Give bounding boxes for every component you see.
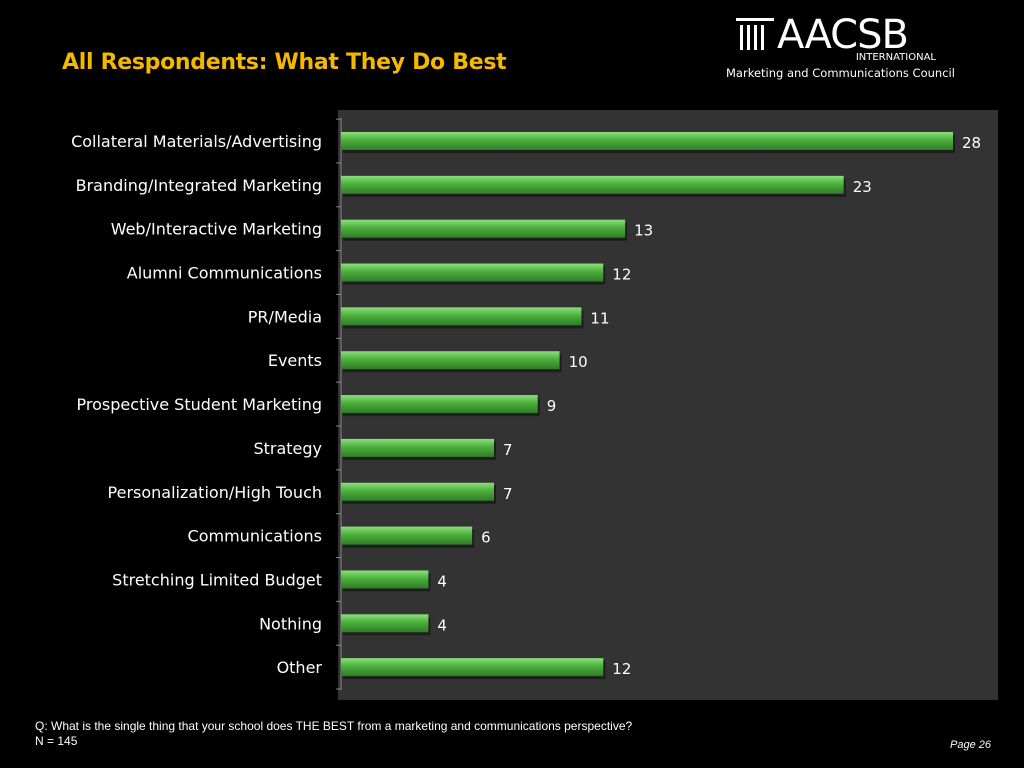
value-label: 12 [612, 660, 631, 678]
logo-council: Marketing and Communications Council [726, 66, 955, 80]
category-label: Personalization/High Touch [108, 483, 322, 502]
value-label: 7 [503, 485, 513, 503]
bar [341, 438, 494, 457]
value-label: 6 [481, 529, 491, 547]
page-title: All Respondents: What They Do Best [62, 50, 507, 75]
bar [341, 658, 604, 677]
question-text: Q: What is the single thing that your sc… [35, 719, 633, 733]
bar [341, 482, 494, 501]
value-label: 9 [547, 397, 557, 415]
bar [341, 570, 429, 589]
value-label: 12 [612, 266, 631, 284]
bar [341, 395, 538, 414]
category-label: Communications [188, 527, 322, 546]
category-label: Nothing [259, 614, 322, 633]
value-label: 4 [437, 572, 447, 590]
value-label: 4 [437, 616, 447, 634]
logo-name: AACSB [777, 12, 909, 58]
aacsb-logo: AACSB INTERNATIONAL Marketing and Commun… [726, 8, 972, 88]
bar [341, 175, 844, 194]
category-label: Collateral Materials/Advertising [71, 132, 322, 151]
category-label: Strategy [253, 439, 322, 458]
page-number: Page 26 [950, 739, 991, 751]
bar [341, 307, 582, 326]
value-label: 10 [569, 353, 588, 371]
category-label: Events [268, 351, 322, 370]
value-label: 13 [634, 222, 653, 240]
bar [341, 132, 953, 150]
bar [341, 219, 626, 238]
bar [341, 263, 604, 282]
category-label: Stretching Limited Budget [112, 570, 322, 589]
category-label: PR/Media [248, 307, 322, 326]
bar [341, 526, 473, 545]
value-label: 28 [962, 134, 981, 152]
value-label: 23 [853, 178, 872, 196]
survey-question: Q: What is the single thing that your sc… [35, 719, 632, 749]
category-label: Web/Interactive Marketing [111, 220, 322, 239]
value-label: 11 [590, 309, 609, 327]
bar [341, 614, 429, 633]
columns-icon [736, 18, 774, 50]
bar [341, 351, 560, 370]
category-label: Alumni Communications [127, 264, 322, 283]
category-label: Other [277, 658, 323, 677]
category-label: Branding/Integrated Marketing [76, 176, 322, 195]
sample-size: N = 145 [35, 734, 78, 748]
value-label: 7 [503, 441, 513, 459]
category-label: Prospective Student Marketing [77, 395, 322, 414]
logo-subtitle: INTERNATIONAL [855, 52, 936, 63]
